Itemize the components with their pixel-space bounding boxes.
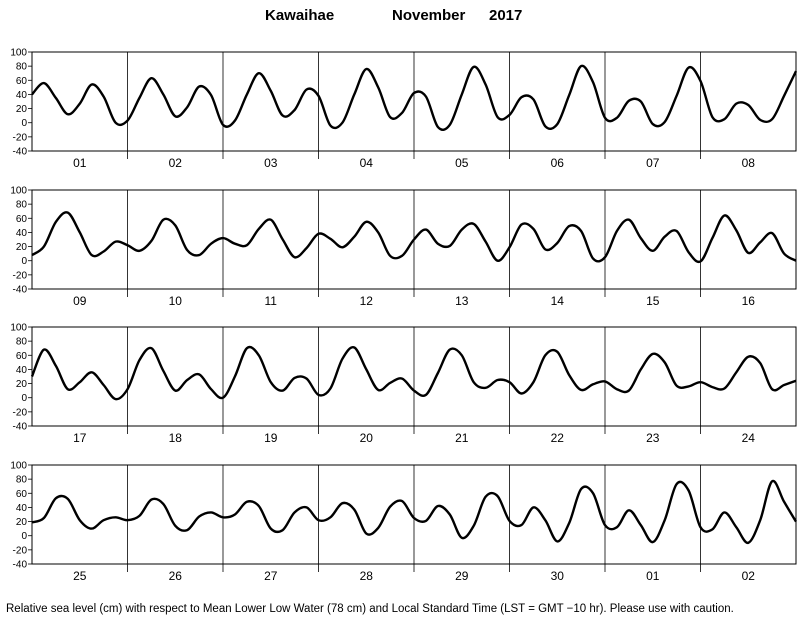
y-tick-label: -20 xyxy=(13,407,28,418)
y-tick-label: 100 xyxy=(10,48,27,59)
panel-1: -40 -20 0 20 40 60 80 100 01 02 03 04 05 06 07 08 xyxy=(10,48,798,170)
day-label: 05 xyxy=(455,156,469,170)
y-tick-label: 60 xyxy=(16,351,28,362)
chart-title-year: 2017 xyxy=(489,7,522,24)
day-label: 24 xyxy=(742,431,756,445)
y-tick-label: 100 xyxy=(10,323,27,334)
y-tick-label: 80 xyxy=(16,62,28,73)
panel-2: -40 -20 0 20 40 60 80 100 09 10 11 12 13 14 15 16 xyxy=(10,186,797,308)
panel-3: -40 -20 0 20 40 60 80 100 17 18 19 20 21 22 23 24 xyxy=(10,323,797,445)
chart-footer-note: Relative sea level (cm) with respect to … xyxy=(6,603,734,615)
y-tick-label: 40 xyxy=(16,228,28,239)
sea-level-line xyxy=(30,345,797,401)
sea-level-line xyxy=(31,479,798,544)
day-label: 13 xyxy=(455,294,469,308)
y-tick-label: -20 xyxy=(13,132,28,143)
day-label: 30 xyxy=(551,569,565,583)
day-label: 21 xyxy=(455,431,469,445)
sea-level-line xyxy=(31,64,798,132)
y-tick-label: 80 xyxy=(16,475,28,486)
y-tick-label: -40 xyxy=(13,147,28,158)
day-label: 22 xyxy=(551,431,565,445)
y-tick-label: 60 xyxy=(16,76,28,87)
y-tick-label: 0 xyxy=(21,118,27,129)
y-tick-label: 20 xyxy=(16,379,28,390)
y-tick-label: 0 xyxy=(21,531,27,542)
y-tick-label: 20 xyxy=(16,104,28,115)
y-tick-label: -40 xyxy=(13,285,28,296)
day-label: 01 xyxy=(646,569,660,583)
day-label: 20 xyxy=(360,431,374,445)
day-label: 04 xyxy=(360,156,374,170)
day-label: 01 xyxy=(73,156,87,170)
y-tick-label: 40 xyxy=(16,365,28,376)
y-tick-label: -20 xyxy=(13,270,28,281)
day-label: 17 xyxy=(73,431,87,445)
y-tick-label: 20 xyxy=(16,517,28,528)
y-tick-label: 20 xyxy=(16,242,28,253)
day-label: 08 xyxy=(742,156,756,170)
day-label: 19 xyxy=(264,431,278,445)
y-tick-label: 100 xyxy=(10,461,27,472)
chart-title-month: November xyxy=(392,7,466,24)
chart-title-location: Kawaihae xyxy=(265,7,334,24)
y-tick-label: 80 xyxy=(16,200,28,211)
day-label: 28 xyxy=(360,569,374,583)
day-label: 11 xyxy=(265,294,278,308)
y-tick-label: 100 xyxy=(10,186,27,197)
y-tick-label: -40 xyxy=(13,422,28,433)
day-label: 23 xyxy=(646,431,660,445)
y-tick-label: 60 xyxy=(16,214,28,225)
day-label: 26 xyxy=(169,569,183,583)
y-tick-label: 80 xyxy=(16,337,28,348)
y-tick-label: -40 xyxy=(13,560,28,571)
day-label: 10 xyxy=(169,294,183,308)
day-label: 25 xyxy=(73,569,87,583)
day-label: 02 xyxy=(742,569,756,583)
day-label: 18 xyxy=(169,431,183,445)
day-label: 03 xyxy=(264,156,278,170)
day-label: 16 xyxy=(742,294,756,308)
y-tick-label: 0 xyxy=(21,393,27,404)
day-label: 14 xyxy=(551,294,565,308)
day-label: 02 xyxy=(169,156,183,170)
day-label: 12 xyxy=(360,294,374,308)
y-tick-label: 60 xyxy=(16,489,28,500)
y-tick-label: 40 xyxy=(16,90,28,101)
day-label: 27 xyxy=(264,569,278,583)
panel-4: -40 -20 0 20 40 60 80 100 25 26 27 28 29 30 01 02 xyxy=(10,461,798,583)
day-label: 15 xyxy=(646,294,660,308)
y-tick-label: 40 xyxy=(16,503,28,514)
day-label: 29 xyxy=(455,569,469,583)
y-tick-label: 0 xyxy=(21,256,27,267)
sea-level-line xyxy=(31,211,797,264)
day-label: 06 xyxy=(551,156,565,170)
day-label: 07 xyxy=(646,156,660,170)
y-tick-label: -20 xyxy=(13,545,28,556)
day-label: 09 xyxy=(73,294,87,308)
